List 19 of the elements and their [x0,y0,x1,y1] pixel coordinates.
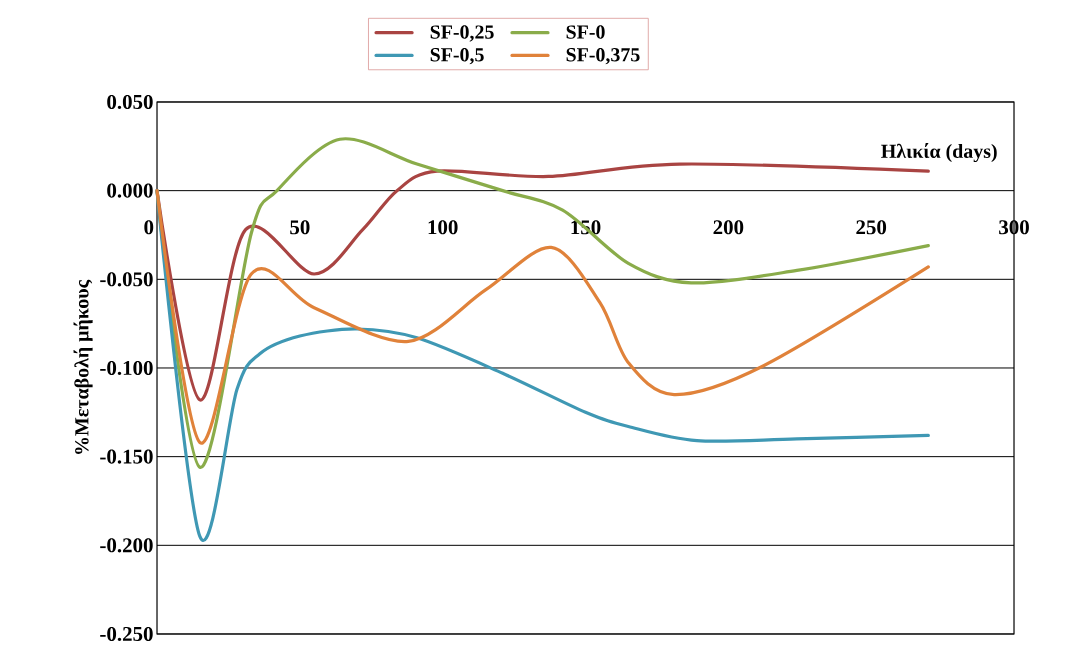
y-tick-label: -0.250 [100,626,153,642]
y-tick-label: -0.100 [100,360,153,376]
y-tick-label: 0.050 [107,94,153,110]
legend-label: SF-0,25 [430,25,494,42]
x-tick-label: 100 [428,220,458,235]
x-tick-label: 200 [713,220,744,235]
y-tick-label: -0.050 [100,272,153,287]
y-axis-title: %Μεταβολή μήκους [73,279,93,454]
line-series [155,189,930,445]
y-tick-label: -0.150 [100,449,153,464]
y-tick-label: -0.200 [100,538,153,553]
legend-label: SF-0,375 [566,48,640,65]
legend-label: SF-0 [566,25,605,39]
y-tick-label: 0.000 [107,183,153,198]
x-tick-label: 250 [856,220,887,235]
x-tick-label: 50 [290,220,310,235]
x-axis-title: Ηλικία (days) [881,142,997,163]
x-tick-label: 0 [144,220,154,235]
legend-label: SF-0,5 [430,48,484,65]
